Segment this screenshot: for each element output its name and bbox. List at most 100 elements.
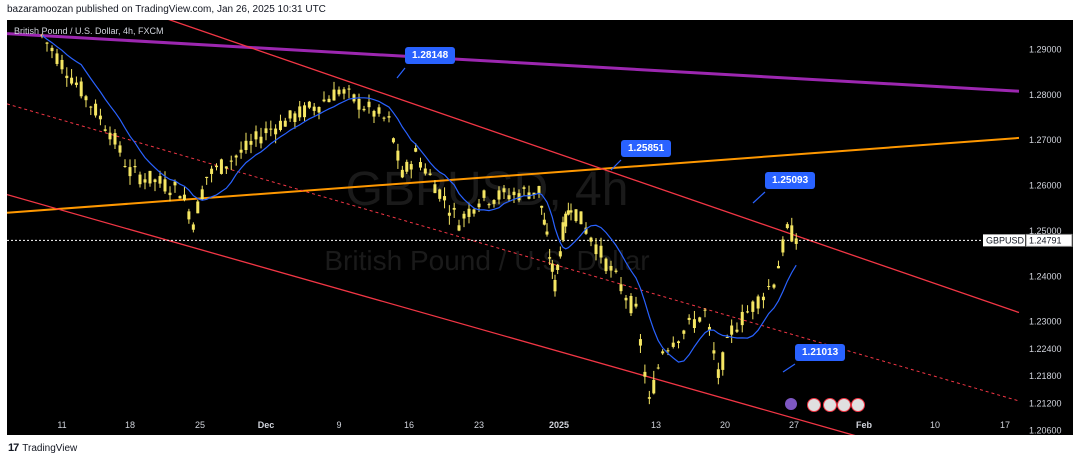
candle-body bbox=[342, 89, 346, 94]
candle-body bbox=[438, 189, 442, 199]
candle-body bbox=[712, 350, 716, 354]
x-tick-label: 18 bbox=[125, 420, 135, 430]
channel-lower-line bbox=[7, 193, 856, 435]
candle-body bbox=[317, 106, 321, 113]
candle-body bbox=[391, 138, 395, 143]
candle-body bbox=[337, 89, 341, 95]
candle-body bbox=[761, 296, 765, 301]
candle-body bbox=[433, 184, 437, 194]
candle-body bbox=[123, 166, 127, 168]
candle-body bbox=[187, 211, 191, 220]
price-tag: 1.24791 bbox=[1029, 235, 1062, 245]
candle-body bbox=[377, 107, 381, 114]
chart-area[interactable]: GBPUSD, 4h British Pound / U.S. Dollar 1.2… bbox=[7, 20, 1073, 435]
candle-body bbox=[643, 371, 647, 377]
candle-body bbox=[153, 179, 157, 183]
candle-body bbox=[200, 189, 204, 200]
candle-body bbox=[249, 141, 253, 145]
candle-body bbox=[624, 297, 628, 301]
tradingview-logo[interactable]: 17 TradingView bbox=[8, 442, 77, 454]
candle-body bbox=[293, 113, 297, 123]
callout-label[interactable]: 1.28148 bbox=[405, 47, 456, 64]
candle-body bbox=[579, 211, 583, 225]
candle-body bbox=[283, 120, 287, 127]
candle-body bbox=[561, 222, 565, 240]
candle-body bbox=[205, 176, 209, 179]
candle-body bbox=[522, 187, 526, 189]
x-tick-label: 13 bbox=[651, 420, 661, 430]
candle-body bbox=[191, 224, 195, 230]
candle-body bbox=[163, 179, 167, 192]
candle-body bbox=[84, 96, 88, 101]
candle-body bbox=[79, 81, 83, 97]
candle-body bbox=[553, 279, 557, 292]
candle-body bbox=[492, 200, 496, 204]
candle-body bbox=[542, 219, 546, 225]
callout-label[interactable]: 1.25851 bbox=[621, 140, 672, 157]
candle-body bbox=[70, 77, 74, 84]
candle-body bbox=[609, 265, 613, 271]
candle-body bbox=[666, 350, 670, 352]
candle-body bbox=[307, 101, 311, 108]
candle-body bbox=[168, 192, 172, 196]
flag-us-icon[interactable] bbox=[851, 398, 865, 412]
candle-body bbox=[288, 110, 292, 119]
candle-body bbox=[133, 166, 137, 168]
candle-body bbox=[173, 181, 177, 186]
candle-body bbox=[405, 161, 409, 172]
candle-body bbox=[113, 133, 117, 145]
candle-body bbox=[138, 174, 142, 185]
flag-us-icon[interactable] bbox=[823, 398, 837, 412]
candle-body bbox=[89, 106, 93, 108]
candle-body bbox=[128, 167, 132, 177]
candle-body bbox=[396, 150, 400, 161]
candle-body bbox=[118, 145, 122, 153]
current-price-tag: GBPUSD 1.24791 bbox=[983, 233, 1073, 247]
candle-body bbox=[65, 75, 69, 79]
candle-body bbox=[482, 190, 486, 198]
candle-body bbox=[548, 257, 552, 259]
candle-body bbox=[604, 258, 608, 272]
candle-body bbox=[347, 88, 351, 90]
purple-resistance-line bbox=[7, 32, 1020, 93]
candle-body bbox=[327, 98, 331, 103]
candle-body bbox=[556, 264, 560, 270]
event-icon[interactable] bbox=[785, 398, 797, 410]
callout-label[interactable]: 1.25093 bbox=[765, 172, 816, 189]
candle-body bbox=[143, 179, 147, 183]
candle-body bbox=[234, 155, 238, 158]
candle-body bbox=[574, 209, 578, 221]
x-tick-label: 27 bbox=[789, 420, 799, 430]
candle-body bbox=[55, 53, 59, 64]
candle-body bbox=[682, 330, 686, 334]
header: bazaramoozan published on TradingView.co… bbox=[0, 0, 1080, 20]
candle-body bbox=[264, 128, 268, 134]
candle-body bbox=[259, 136, 263, 144]
candle-body bbox=[148, 170, 152, 184]
candle-body bbox=[332, 89, 336, 101]
x-tick-label: Dec bbox=[258, 420, 275, 430]
candle-body bbox=[687, 317, 691, 320]
candle-body bbox=[215, 165, 218, 168]
candle-body bbox=[418, 162, 422, 168]
y-tick-label: 1.25000 bbox=[1029, 226, 1062, 236]
candle-body bbox=[537, 186, 541, 194]
candle-body bbox=[467, 208, 471, 217]
candle-body bbox=[545, 231, 549, 235]
candle-body bbox=[312, 106, 316, 111]
candle-body bbox=[716, 369, 720, 378]
symbol-title: British Pound / U.S. Dollar, 4h, FXCM bbox=[14, 26, 164, 36]
y-tick-label: 1.23000 bbox=[1029, 317, 1062, 327]
x-tick-label: 16 bbox=[404, 420, 414, 430]
candle-body bbox=[794, 238, 798, 244]
callout-label[interactable]: 1.21013 bbox=[795, 344, 846, 361]
flag-us-icon[interactable] bbox=[837, 398, 851, 412]
candle-body bbox=[638, 339, 642, 346]
x-tick-label: 9 bbox=[336, 420, 341, 430]
flag-us-icon[interactable] bbox=[807, 398, 821, 412]
candle-body bbox=[569, 210, 573, 213]
candle-body bbox=[703, 309, 707, 311]
candle-body bbox=[756, 296, 760, 309]
candle-body bbox=[698, 317, 702, 322]
candle-body bbox=[584, 227, 588, 234]
